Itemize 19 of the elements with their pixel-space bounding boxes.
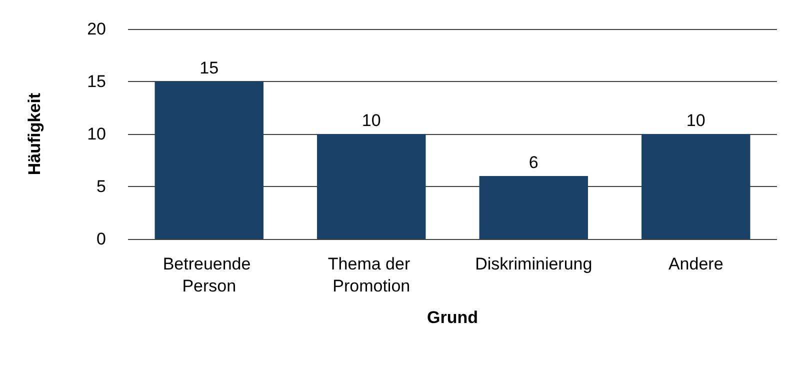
y-tick-label: 10 [87, 124, 106, 144]
x-tick-label: Thema der Promotion [328, 254, 415, 296]
x-tick-label: Diskriminierung [475, 254, 592, 274]
x-tick-label: Betreuende Person [162, 254, 256, 296]
bar [479, 176, 588, 239]
bar [642, 134, 750, 239]
x-tick-label: Andere [668, 254, 724, 274]
y-axis-title: Häufigkeit [25, 92, 44, 176]
y-tick-label: 0 [96, 230, 106, 248]
data-label: 10 [686, 111, 706, 130]
data-label: 15 [200, 58, 219, 78]
y-tick-label: 15 [87, 72, 106, 91]
bar [154, 82, 264, 239]
y-tick-label: 5 [96, 177, 106, 196]
bar [317, 134, 426, 239]
y-tick-label: 20 [87, 20, 106, 38]
data-label: 10 [362, 111, 381, 130]
x-axis-title: Grund [427, 308, 478, 327]
data-label: 6 [528, 153, 538, 172]
